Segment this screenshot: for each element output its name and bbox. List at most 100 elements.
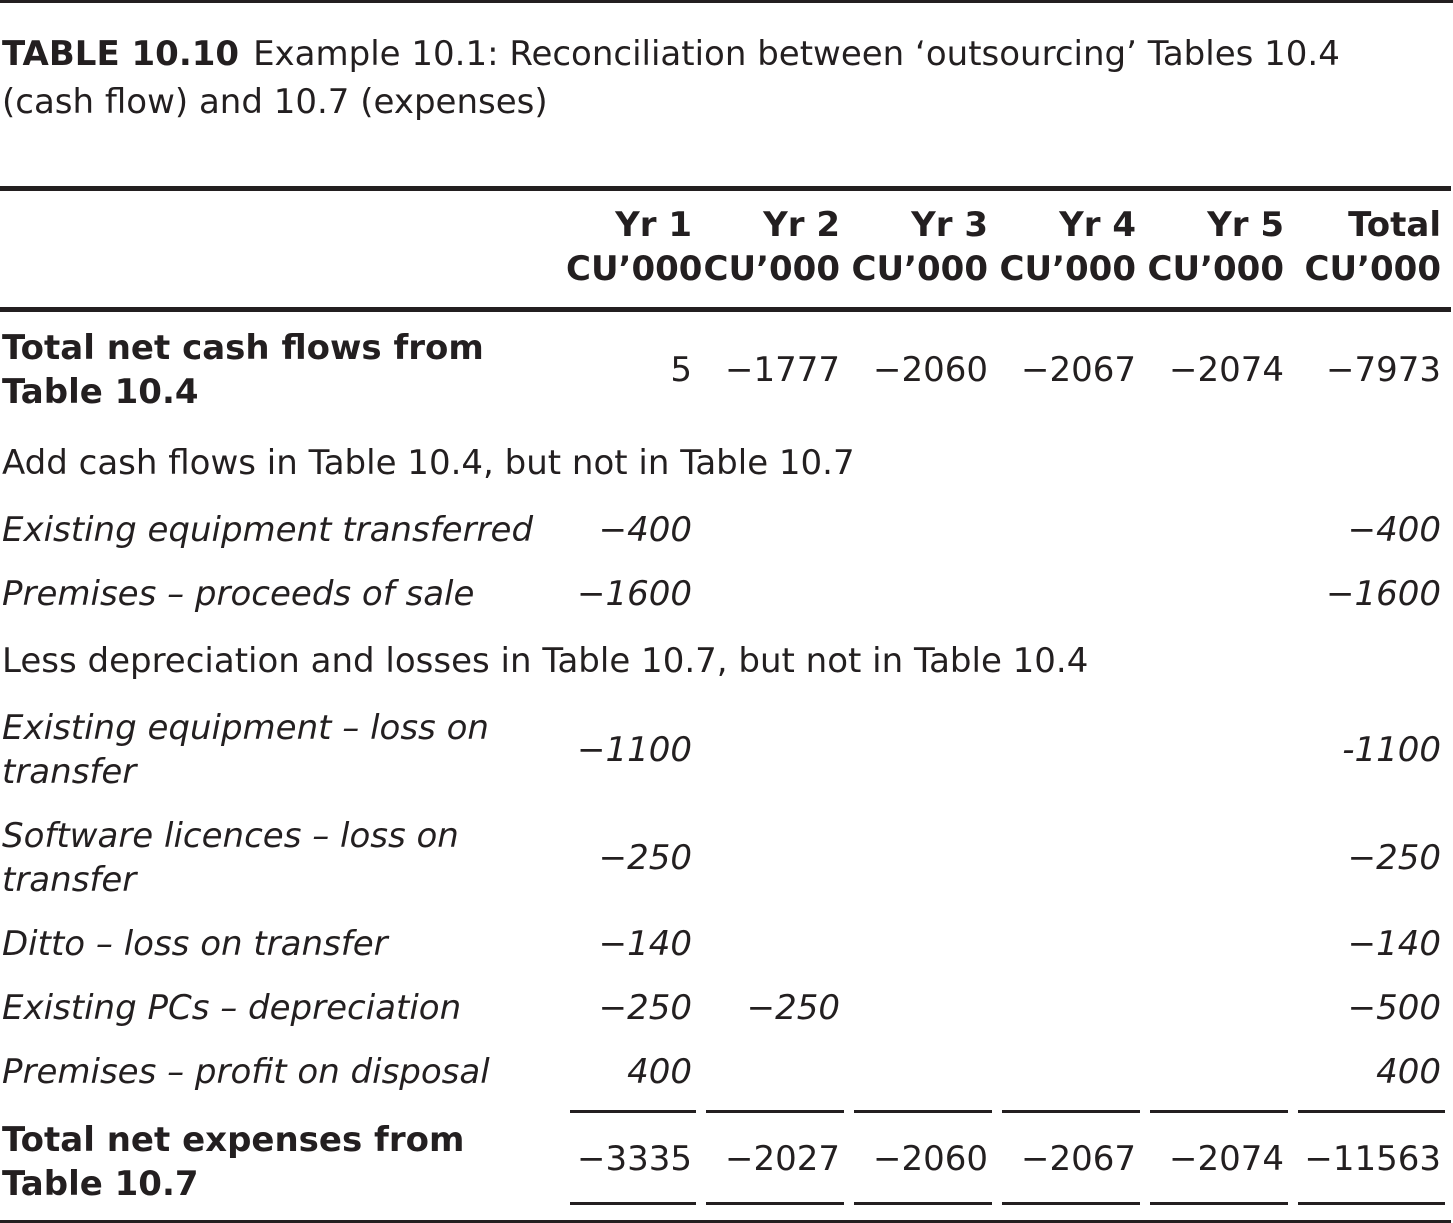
cell-yr2	[702, 696, 850, 804]
cell-yr4	[998, 498, 1146, 562]
header-yr2: Yr 2 CU’000	[702, 186, 850, 312]
total-row: Total net expenses from Table 10.7 −3335…	[0, 1104, 1451, 1223]
cell-total: −400	[1347, 510, 1441, 550]
cell-total: 400	[1376, 1052, 1441, 1092]
cell-yr2	[702, 912, 850, 976]
row-label: Total net expenses from Table 10.7	[0, 1104, 566, 1223]
cell-yr2	[702, 562, 850, 626]
cell-yr3	[850, 1040, 998, 1104]
cell-yr4: −2067	[998, 1104, 1146, 1223]
cell-yr1: −400	[598, 510, 692, 550]
cell-yr2: −2027	[702, 1104, 850, 1223]
header-yr3-label: Yr 3	[911, 205, 988, 245]
header-total-unit: CU’000	[1304, 249, 1441, 289]
row-label: Premises – proceeds of sale	[2, 574, 475, 614]
cell-total: -1100	[1342, 730, 1441, 770]
cell-yr1: −3335	[566, 1104, 702, 1223]
table-row: Ditto – loss on transfer −140 −140	[0, 912, 1451, 976]
header-yr2-label: Yr 2	[763, 205, 840, 245]
header-yr1: Yr 1 CU’000	[566, 186, 703, 312]
section-row: Add cash flows in Table 10.4, but not in…	[0, 428, 1451, 498]
header-yr5-label: Yr 5	[1207, 205, 1284, 245]
cell-total: −250	[1347, 838, 1441, 878]
header-row: Yr 1 CU’000 Yr 2 CU’000 Yr 3 CU’000 Yr 4 CU’…	[0, 186, 1451, 312]
header-total-label: Total	[1348, 205, 1441, 245]
cell-yr5	[1146, 696, 1294, 804]
cell-yr4	[998, 976, 1146, 1040]
cell-yr3: −2060	[850, 1104, 998, 1223]
row-label: Ditto – loss on transfer	[2, 924, 388, 964]
cell-yr3	[850, 976, 998, 1040]
header-yr4-unit: CU’000	[999, 249, 1136, 289]
cell-yr4	[998, 562, 1146, 626]
header-yr3: Yr 3 CU’000	[850, 186, 998, 312]
header-yr5: Yr 5 CU’000	[1146, 186, 1294, 312]
cell-yr3	[850, 562, 998, 626]
row-label: Software licences – loss on transfer	[2, 816, 459, 900]
row-label: Existing equipment – loss on transfer	[2, 708, 489, 792]
header-yr2-unit: CU’000	[703, 249, 840, 289]
cell-yr2	[702, 804, 850, 912]
cell-yr5	[1146, 1040, 1294, 1104]
section-label: Less depreciation and losses in Table 10…	[2, 641, 1089, 681]
table-row: Existing equipment transferred −400 −400	[0, 498, 1451, 562]
cell-yr1: −1100	[576, 730, 692, 770]
cell-yr4	[998, 696, 1146, 804]
cell-yr5	[1146, 804, 1294, 912]
header-yr4: Yr 4 CU’000	[998, 186, 1146, 312]
table-row: Software licences – loss on transfer −25…	[0, 804, 1451, 912]
header-yr3-unit: CU’000	[851, 249, 988, 289]
cell-yr4: −2067	[1020, 350, 1136, 390]
header-yr4-label: Yr 4	[1059, 205, 1136, 245]
cell-yr3	[850, 912, 998, 976]
row-label: Existing PCs – depreciation	[2, 988, 462, 1028]
header-blank	[0, 186, 566, 312]
cell-yr5	[1146, 912, 1294, 976]
cell-yr1: −1600	[576, 574, 692, 614]
reconciliation-table: Yr 1 CU’000 Yr 2 CU’000 Yr 3 CU’000 Yr 4 CU’…	[0, 186, 1451, 1223]
section-row: Less depreciation and losses in Table 10…	[0, 626, 1451, 696]
cell-yr4	[998, 804, 1146, 912]
table-title: Example 10.1: Reconciliation between ‘ou…	[2, 34, 1340, 122]
table-row: Premises – proceeds of sale −1600 −1600	[0, 562, 1451, 626]
table-row: Existing equipment – loss on transfer −1…	[0, 696, 1451, 804]
cell-yr2	[702, 498, 850, 562]
cell-total: −7973	[1325, 350, 1441, 390]
cell-yr5	[1146, 562, 1294, 626]
cell-total: −1600	[1325, 574, 1441, 614]
row-label: Existing equipment transferred	[2, 510, 534, 550]
cell-yr5: −2074	[1146, 1104, 1294, 1223]
cell-yr5	[1146, 976, 1294, 1040]
table-row: Total net cash flows from Table 10.4 5 −…	[0, 310, 1451, 429]
section-label: Add cash flows in Table 10.4, but not in…	[2, 443, 855, 483]
cell-yr1: −250	[598, 838, 692, 878]
header-yr1-label: Yr 1	[615, 205, 692, 245]
table-row: Premises – profit on disposal 400 400	[0, 1040, 1451, 1104]
header-total: Total CU’000	[1294, 186, 1451, 312]
top-rule	[0, 0, 1453, 3]
cell-yr1: −140	[598, 924, 692, 964]
cell-total: −11563	[1294, 1104, 1451, 1223]
header-yr1-unit: CU’000	[566, 249, 703, 289]
row-label: Premises – profit on disposal	[2, 1052, 490, 1092]
cell-yr5: −2074	[1168, 350, 1284, 390]
cell-yr5	[1146, 498, 1294, 562]
cell-yr3	[850, 498, 998, 562]
cell-total: −140	[1347, 924, 1441, 964]
cell-total: −500	[1347, 988, 1441, 1028]
row-label: Total net cash flows from Table 10.4	[2, 328, 484, 412]
cell-yr4	[998, 912, 1146, 976]
cell-yr2	[702, 1040, 850, 1104]
table-caption: TABLE 10.10 Example 10.1: Reconciliation …	[2, 30, 1442, 126]
cell-yr4	[998, 1040, 1146, 1104]
cell-yr3	[850, 696, 998, 804]
table-row: Existing PCs – depreciation −250 −250 −5…	[0, 976, 1451, 1040]
cell-yr1: −250	[598, 988, 692, 1028]
table-number: TABLE 10.10	[2, 34, 240, 74]
cell-yr3: −2060	[872, 350, 988, 390]
cell-yr3	[850, 804, 998, 912]
cell-yr1: 400	[627, 1052, 692, 1092]
header-yr5-unit: CU’000	[1147, 249, 1284, 289]
cell-yr2: −250	[746, 988, 840, 1028]
cell-yr1: 5	[670, 350, 692, 390]
